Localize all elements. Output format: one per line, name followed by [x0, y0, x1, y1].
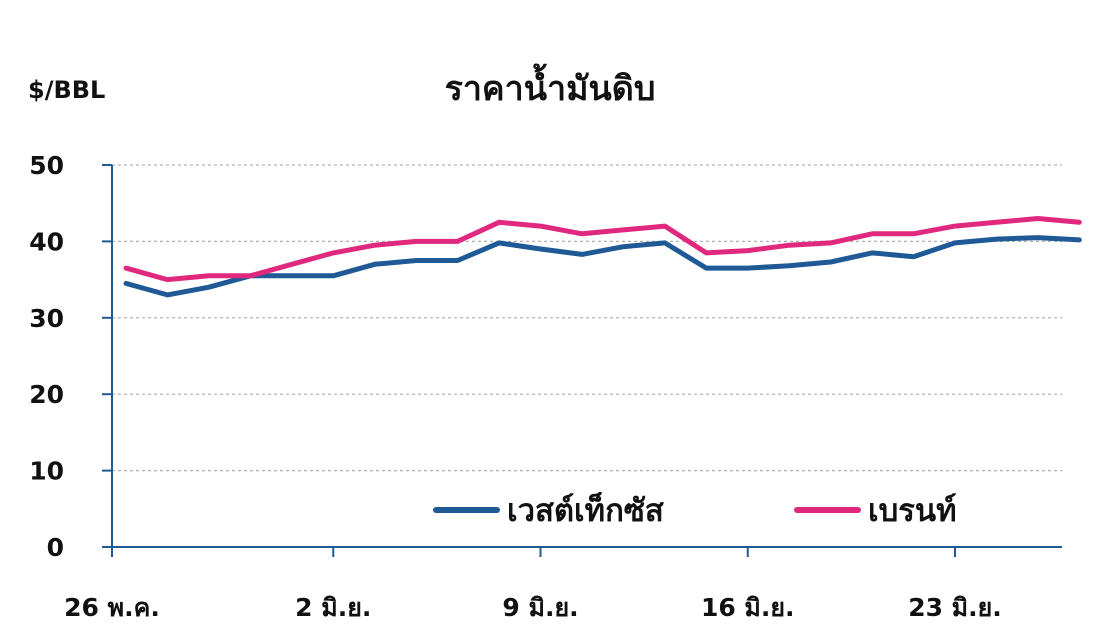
y-tick-label: 40: [29, 227, 64, 256]
x-tick-label: 16 มิ.ย.: [701, 593, 795, 622]
legend-label-2: เบรนท์: [868, 493, 957, 529]
y-tick-label: 20: [29, 380, 64, 409]
chart-title: ราคาน้ำมันดิบ: [445, 63, 656, 109]
legend-label-1: เวสต์เท็กซัส: [507, 491, 664, 529]
series-lines: [123, 216, 1082, 298]
y-tick-label: 50: [29, 151, 64, 180]
gridlines: [112, 164, 1062, 472]
x-tick-label: 2 มิ.ย.: [295, 593, 371, 622]
x-tick-label: 26 พ.ค.: [64, 593, 160, 622]
series-line-2: [123, 216, 1082, 283]
legend: เวสต์เท็กซัส เบรนท์: [433, 491, 957, 529]
y-axis-unit-label: $/BBL: [28, 76, 105, 104]
y-tick-label: 0: [47, 533, 64, 562]
series-line-1: [123, 235, 1082, 298]
y-tick-label: 10: [29, 457, 64, 486]
x-tick-label: 9 มิ.ย.: [502, 593, 578, 622]
axes: 0 10 20 30 40 50 26 พ.ค. 2 มิ.ย. 9 มิ.ย. 16 มิ.ย.…: [29, 151, 1062, 622]
x-tick-label: 23 มิ.ย.: [908, 593, 1002, 622]
y-tick-label: 30: [29, 304, 64, 333]
